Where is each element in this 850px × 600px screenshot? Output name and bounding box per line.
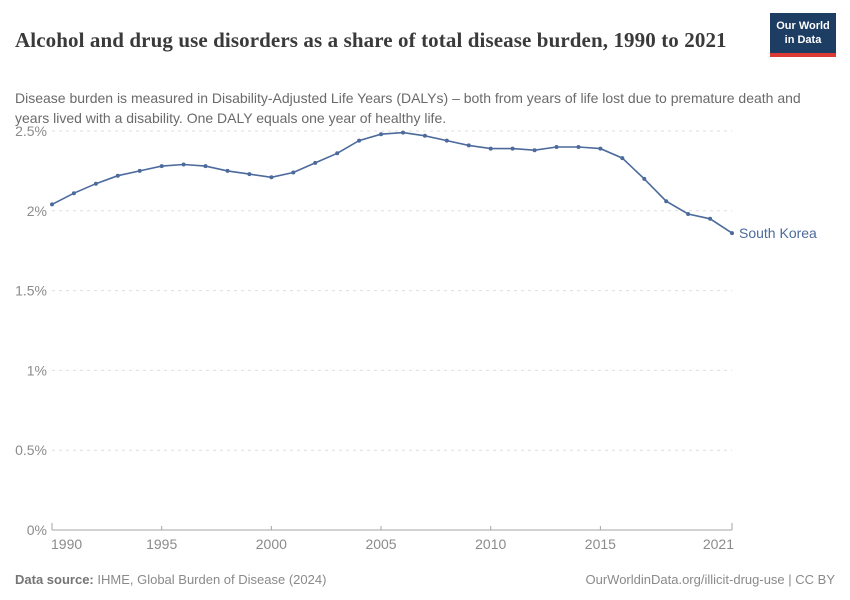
data-point[interactable] xyxy=(401,130,405,135)
data-point[interactable] xyxy=(730,231,734,236)
x-tick-label: 2021 xyxy=(703,536,734,552)
data-point[interactable] xyxy=(137,168,142,173)
data-point[interactable] xyxy=(642,176,647,181)
y-tick-label: 1.5% xyxy=(15,283,47,299)
data-point[interactable] xyxy=(554,145,559,149)
owid-logo-line1: Our World xyxy=(776,20,830,32)
chart-subtitle: Disease burden is measured in Disability… xyxy=(15,90,801,126)
data-source-text: IHME, Global Burden of Disease (2024) xyxy=(93,572,327,587)
x-tick-label: 2015 xyxy=(585,536,616,552)
y-tick-label: 0% xyxy=(27,522,47,538)
trend-line[interactable] xyxy=(51,131,733,234)
data-point[interactable] xyxy=(708,216,713,221)
owid-logo-line2: in Data xyxy=(784,34,822,47)
data-point[interactable] xyxy=(488,146,493,151)
owid-logo[interactable]: Our World in Data xyxy=(770,13,836,57)
data-point[interactable] xyxy=(466,143,471,148)
data-point[interactable] xyxy=(247,172,252,177)
data-point[interactable] xyxy=(71,191,76,196)
x-tick-label: 2010 xyxy=(475,536,506,552)
data-point[interactable] xyxy=(291,170,296,175)
data-point[interactable] xyxy=(422,133,427,138)
y-tick-label: 0.5% xyxy=(15,442,47,458)
data-point[interactable] xyxy=(50,202,54,207)
data-point[interactable] xyxy=(115,173,120,178)
series-label-south-korea[interactable]: South Korea xyxy=(739,225,817,241)
data-point[interactable] xyxy=(313,160,318,165)
data-point[interactable] xyxy=(620,156,625,161)
data-point[interactable] xyxy=(93,181,98,186)
data-point[interactable] xyxy=(510,146,515,151)
data-point[interactable] xyxy=(225,168,230,173)
data-point[interactable] xyxy=(357,138,362,143)
license-credit[interactable]: OurWorldinData.org/illicit-drug-use | CC… xyxy=(585,572,836,587)
data-point[interactable] xyxy=(203,164,208,169)
data-point[interactable] xyxy=(335,151,340,156)
line-chart[interactable]: 0% 0.5% 1% 1.5% 2% 2.5% 1990 1995 2000 2005 2010 20… xyxy=(0,118,850,558)
data-point[interactable] xyxy=(664,199,669,204)
data-point[interactable] xyxy=(598,146,603,151)
x-tick-label: 2000 xyxy=(256,536,287,552)
x-tick-label: 2005 xyxy=(365,536,396,552)
data-source: Data source: IHME, Global Burden of Dise… xyxy=(15,572,326,587)
data-point[interactable] xyxy=(576,145,581,149)
data-point[interactable] xyxy=(159,164,164,169)
data-point[interactable] xyxy=(379,132,383,137)
data-point[interactable] xyxy=(181,162,186,167)
y-tick-label: 1% xyxy=(27,362,47,378)
x-tick-label: 1995 xyxy=(146,536,177,552)
y-tick-label: 2% xyxy=(27,203,47,219)
data-point[interactable] xyxy=(686,212,691,216)
x-tick-label: 1990 xyxy=(51,536,82,552)
y-tick-label: 2.5% xyxy=(15,123,47,139)
data-source-label: Data source: xyxy=(15,572,94,587)
page-title: Alcohol and drug use disorders as a shar… xyxy=(15,28,727,53)
data-point[interactable] xyxy=(532,148,537,153)
data-point[interactable] xyxy=(269,175,274,180)
data-point[interactable] xyxy=(444,138,449,143)
chart-footer: Data source: IHME, Global Burden of Dise… xyxy=(15,572,835,587)
